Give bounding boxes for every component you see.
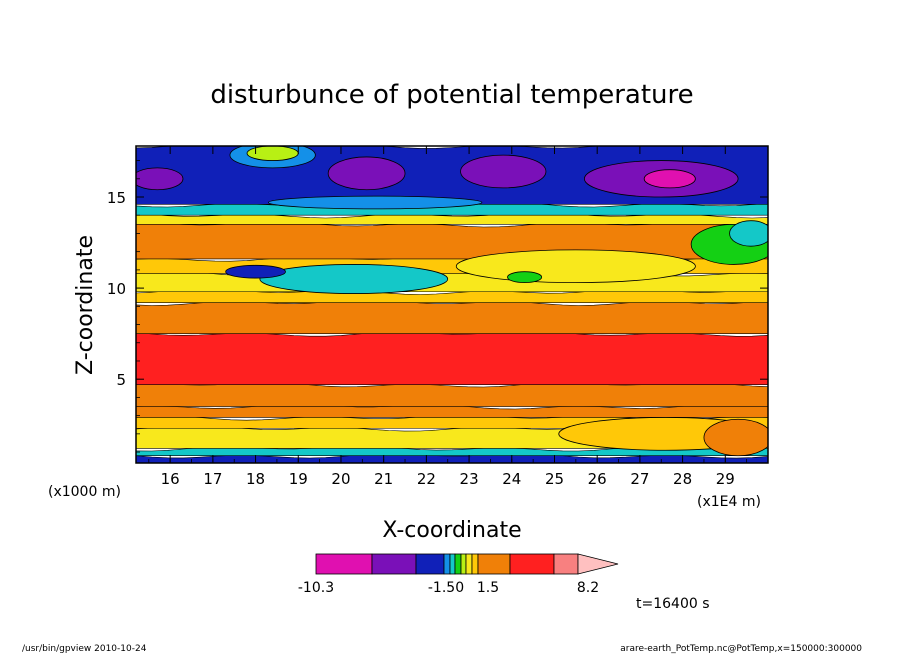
x-tick-label: 20 xyxy=(331,470,350,488)
colorbar-segment xyxy=(553,553,579,575)
colorbar-segment xyxy=(477,553,511,575)
contour-band xyxy=(136,299,768,334)
x-tick-label: 28 xyxy=(673,470,692,488)
x-tick-label: 18 xyxy=(246,470,265,488)
contour-plot xyxy=(136,146,768,463)
contour-blob xyxy=(460,154,547,189)
colorbar-label-pos: 1.5 xyxy=(477,580,499,596)
colorbar-segment xyxy=(509,553,555,575)
y-tick-label: 5 xyxy=(116,371,126,389)
colorbar-segment xyxy=(460,553,467,575)
colorbar-segment xyxy=(371,553,417,575)
contour-blob xyxy=(259,264,449,294)
x-tick-label: 29 xyxy=(716,470,735,488)
contour-band xyxy=(136,330,768,385)
contour-band xyxy=(136,381,768,407)
plot-frame xyxy=(135,145,769,464)
x-tick-label: 23 xyxy=(460,470,479,488)
x-tick-label: 26 xyxy=(588,470,607,488)
colorbar-segment xyxy=(315,553,373,575)
contour-blob xyxy=(246,146,299,161)
x-tick-label: 22 xyxy=(417,470,436,488)
contour-blob xyxy=(267,195,483,210)
x-unit-label: (x1000 m) xyxy=(48,484,121,500)
colorbar-label-max: 8.2 xyxy=(577,580,599,596)
time-label: t=16400 s xyxy=(636,596,710,612)
y-axis-label: Z-coordinate xyxy=(73,235,98,375)
footer-left: /usr/bin/gpview 2010-10-24 xyxy=(22,644,147,654)
x-tick-label: 27 xyxy=(630,470,649,488)
x-tick-label: 19 xyxy=(289,470,308,488)
contour-blob xyxy=(729,220,768,247)
x-tick-label: 25 xyxy=(545,470,564,488)
contour-blob xyxy=(136,167,184,191)
contour-blob xyxy=(507,271,543,284)
y-axis-ticks: 5 10 15 xyxy=(107,160,768,453)
x-axis-ticks: 16 17 18 19 20 21 22 23 24 25 26 27 28 29 xyxy=(148,146,769,488)
colorbar-arrow xyxy=(577,553,619,575)
x-tick-label: 21 xyxy=(374,470,393,488)
chart-title: disturbunce of potential temperature xyxy=(210,80,693,110)
colorbar-segment xyxy=(443,553,451,575)
x-tick-label: 17 xyxy=(203,470,222,488)
colorbar-segment xyxy=(454,553,462,575)
x-tick-label: 24 xyxy=(502,470,521,488)
colorbar-segment xyxy=(449,553,456,575)
colorbar-label-neg: -1.50 xyxy=(428,580,464,596)
contour-blob xyxy=(225,264,286,279)
x-axis-label: X-coordinate xyxy=(382,518,521,543)
colorbar xyxy=(315,553,619,575)
contour-blob xyxy=(703,418,768,457)
footer-right: arare-earth_PotTemp.nc@PotTemp,x=150000:… xyxy=(620,644,862,654)
colorbar-segment xyxy=(471,553,479,575)
contour-blob xyxy=(643,169,696,189)
contour-blob xyxy=(455,249,696,284)
colorbar-segment xyxy=(415,553,445,575)
y-tick-label: 15 xyxy=(107,189,126,207)
contour-band xyxy=(136,221,768,260)
colorbar-segment xyxy=(465,553,473,575)
contour-blob xyxy=(327,156,406,191)
colorbar-label-min: -10.3 xyxy=(298,580,334,596)
x-multiplier-label: (x1E4 m) xyxy=(697,494,761,510)
x-tick-label: 16 xyxy=(161,470,180,488)
y-tick-label: 10 xyxy=(107,280,126,298)
